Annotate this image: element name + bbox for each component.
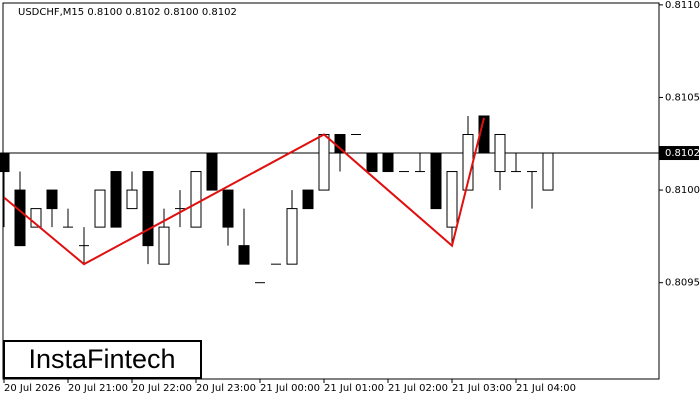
y-tick-label: 0.8100 (665, 185, 700, 196)
candle-body (446, 171, 458, 228)
logo: InstaFintech (3, 340, 202, 379)
candle-body (286, 208, 298, 265)
candle-body (142, 171, 154, 247)
candle-body (206, 152, 218, 191)
current-price-box (659, 146, 699, 161)
x-tick-label: 21 Jul 02:00 (388, 383, 448, 394)
candle-body (46, 189, 58, 210)
x-tick-label: 21 Jul 00:00 (260, 383, 320, 394)
current-price-label: 0.8102 (665, 148, 700, 159)
x-tick-label: 20 Jul 21:00 (68, 383, 128, 394)
y-tick-label: 0.8110 (665, 0, 700, 11)
x-tick-label: 21 Jul 04:00 (516, 383, 576, 394)
candle-body (318, 134, 330, 191)
candle-body (382, 152, 394, 173)
candle-body (222, 189, 234, 228)
candle-body (126, 189, 138, 210)
x-tick-label: 20 Jul 2026 (4, 383, 61, 394)
candle-body (542, 152, 554, 191)
candle-body (110, 171, 122, 228)
candle-body (238, 245, 250, 265)
candle-body (494, 134, 506, 173)
candle-body (190, 171, 202, 228)
candle-body (430, 152, 442, 210)
candle-body (14, 189, 26, 247)
candle-body (0, 152, 10, 173)
x-tick-label: 20 Jul 23:00 (196, 383, 256, 394)
candle-body (158, 226, 170, 265)
logo-box (3, 340, 202, 379)
x-tick-label: 21 Jul 03:00 (452, 383, 512, 394)
candle-body (30, 208, 42, 228)
chart-title: USDCHF,M15 0.8100 0.8102 0.8100 0.8102 (18, 7, 237, 18)
y-tick-label: 0.8105 (665, 92, 700, 103)
candle-body (302, 189, 314, 210)
candle-body (94, 189, 106, 228)
x-tick-label: 21 Jul 01:00 (324, 383, 384, 394)
pattern-line (3, 117, 485, 266)
y-tick-label: 0.8095 (665, 278, 700, 289)
candle-body (366, 152, 378, 173)
logo-text: InstaFintech (28, 344, 175, 374)
x-tick-label: 20 Jul 22:00 (132, 383, 192, 394)
